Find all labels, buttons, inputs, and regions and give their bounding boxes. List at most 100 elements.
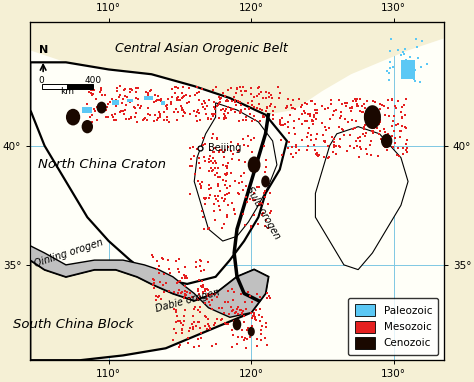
Point [220,115,228,121]
Point [206,192,214,198]
Point [214,134,221,141]
Point [247,136,255,142]
Point [173,117,181,123]
Point [185,328,192,334]
Point [235,311,242,317]
Point [211,165,219,171]
Point [104,114,111,120]
Point [237,291,245,297]
Point [292,150,300,156]
Point [321,125,328,131]
Point [209,149,217,155]
Point [356,96,364,102]
Point [200,104,207,110]
Point [197,183,205,189]
Point [205,168,212,174]
Point [224,288,232,294]
Point [404,64,412,70]
Point [303,101,310,107]
Point [205,159,212,165]
Point [192,113,200,119]
Point [220,310,228,316]
Point [224,163,231,169]
Point [311,147,319,153]
Point [206,325,213,332]
Point [132,114,139,120]
Point [338,126,346,132]
Point [193,109,201,115]
Point [389,144,396,150]
Point [198,179,206,185]
Point [157,98,164,104]
Point [234,85,241,91]
Point [201,195,208,201]
Point [400,145,407,151]
Point [264,201,272,207]
Point [371,99,379,105]
Point [173,280,180,286]
Polygon shape [30,62,287,284]
Point [283,103,291,109]
Point [267,92,275,99]
Point [305,125,312,131]
Point [202,196,210,202]
Point [346,143,354,149]
Point [212,160,219,167]
Point [261,169,268,175]
Point [241,107,248,113]
Point [304,110,312,117]
Point [211,111,219,117]
Point [255,312,263,318]
Point [353,101,361,107]
Point [247,325,255,331]
Point [155,97,163,104]
Point [228,107,235,113]
Point [376,119,384,125]
Point [196,181,204,187]
Point [228,344,236,350]
Point [177,103,184,109]
Point [118,100,126,106]
Point [188,320,196,327]
Point [201,196,209,202]
Point [390,128,398,134]
Point [257,337,265,343]
Point [284,124,292,130]
Point [178,105,185,111]
Point [225,190,232,196]
Point [198,86,206,92]
Point [148,96,156,102]
Point [220,115,228,121]
Point [245,143,252,149]
Point [266,295,273,301]
Point [264,105,271,112]
Point [336,115,344,121]
Point [367,117,375,123]
Point [241,88,248,94]
Point [319,132,327,138]
Point [235,157,243,163]
Point [144,105,152,111]
Point [285,120,292,126]
Point [198,278,206,284]
Point [256,293,264,299]
Point [149,282,157,288]
Point [186,145,193,151]
Point [326,116,334,122]
Point [228,106,235,112]
Point [291,131,298,137]
Point [221,94,229,100]
Point [247,91,255,97]
Point [226,311,233,317]
Point [194,308,202,314]
Point [251,212,258,219]
Point [303,134,311,140]
Point [196,165,204,171]
Point [266,103,274,109]
Point [291,125,298,131]
Point [225,190,232,196]
Point [182,288,189,295]
Point [386,113,393,119]
Point [391,140,399,146]
Point [219,107,227,113]
